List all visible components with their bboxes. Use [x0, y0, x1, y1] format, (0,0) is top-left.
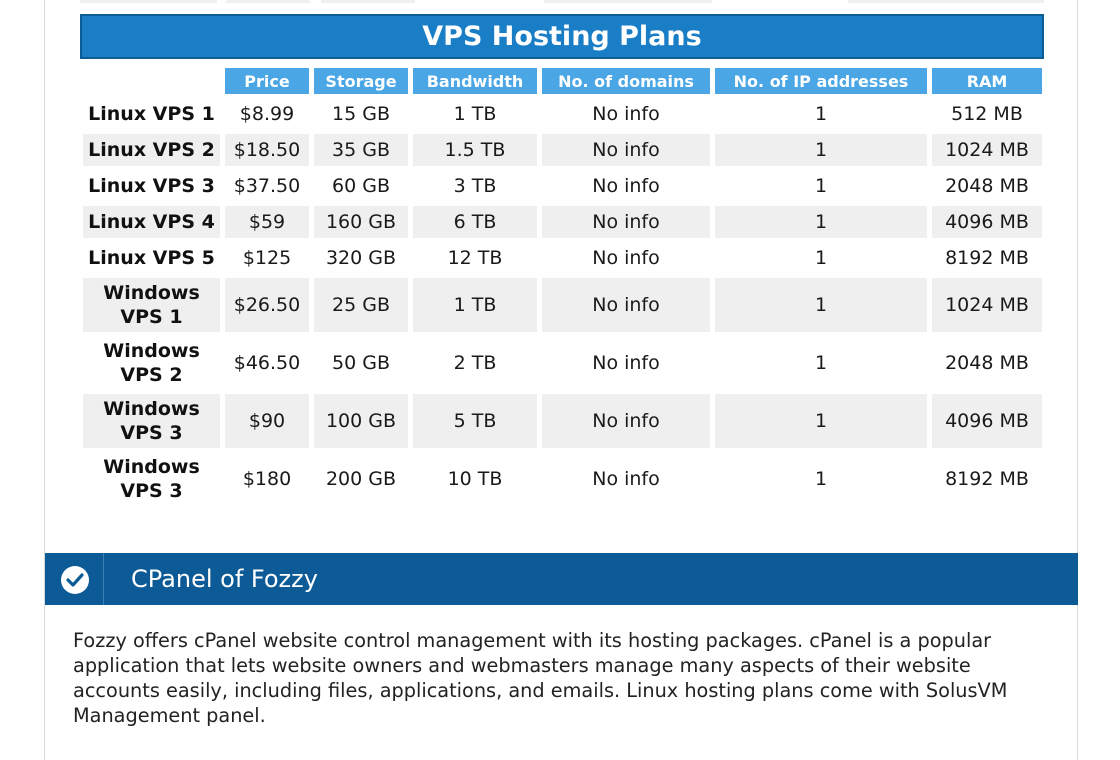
plan-ram: 4096 MB — [932, 206, 1042, 238]
plan-ram: 512 MB — [951, 103, 1023, 125]
plan-storage: 25 GB — [314, 278, 408, 332]
plan-bandwidth: 2 TB — [453, 352, 497, 374]
plan-ips: 1 — [814, 247, 828, 269]
plan-ram: 8192 MB — [945, 247, 1029, 269]
plan-price: $46.50 — [233, 352, 301, 374]
plan-name-line1: Windows — [103, 282, 200, 304]
header-blank — [83, 68, 220, 94]
plan-price: $26.50 — [225, 278, 309, 332]
plan-price: $90 — [225, 394, 309, 448]
plan-bandwidth: 3 TB — [453, 175, 497, 197]
header-ip-addresses: No. of IP addresses — [715, 68, 927, 94]
plan-name: Linux VPS 2 — [83, 134, 220, 166]
plan-name-line2: VPS 1 — [120, 306, 183, 328]
table-row: Linux VPS 4 $59 160 GB 6 TB No info 1 40… — [83, 206, 1042, 238]
plan-domains: No info — [542, 394, 710, 448]
header-storage: Storage — [314, 68, 408, 94]
plan-name-line1: Windows — [103, 456, 200, 478]
plan-ips: 1 — [814, 175, 828, 197]
plan-ram: 4096 MB — [932, 394, 1042, 448]
table-row: Linux VPS 5 $125 320 GB 12 TB No info 1 … — [83, 242, 1042, 274]
plan-ips: 1 — [715, 206, 927, 238]
plan-ips: 1 — [715, 278, 927, 332]
plan-name-line2: VPS 2 — [120, 364, 183, 386]
plan-name: Linux VPS 4 — [83, 206, 220, 238]
plan-name: Windows VPS 1 — [83, 278, 220, 332]
plan-ips: 1 — [814, 352, 828, 374]
plan-name-line2: VPS 3 — [120, 422, 183, 444]
plan-bandwidth: 1 TB — [453, 103, 497, 125]
section-title: VPS Hosting Plans — [80, 14, 1044, 59]
plan-domains: No info — [592, 103, 660, 125]
plan-ram: 8192 MB — [945, 468, 1029, 490]
plan-storage: 100 GB — [314, 394, 408, 448]
plan-ram: 1024 MB — [932, 134, 1042, 166]
plan-name: Windows VPS 3 — [83, 452, 220, 506]
plan-ram: 1024 MB — [932, 278, 1042, 332]
plan-bandwidth: 6 TB — [413, 206, 537, 238]
plan-domains: No info — [592, 175, 660, 197]
previous-table-edge — [80, 0, 1044, 4]
check-circle-icon — [61, 566, 89, 594]
plan-bandwidth: 12 TB — [447, 247, 503, 269]
plan-price: $37.50 — [233, 175, 301, 197]
table-row: Windows VPS 3 $180 200 GB 10 TB No info 1… — [83, 452, 1042, 506]
plan-storage: 160 GB — [314, 206, 408, 238]
header-ram: RAM — [932, 68, 1042, 94]
plan-price: $8.99 — [239, 103, 295, 125]
cpanel-description: Fozzy offers cPanel website control mana… — [73, 629, 1008, 727]
plan-storage: 60 GB — [332, 175, 390, 197]
check-icon-box — [45, 553, 104, 605]
table-row: Linux VPS 1 $8.99 15 GB 1 TB No info 1 5… — [83, 98, 1042, 130]
cpanel-section-header[interactable]: CPanel of Fozzy — [45, 553, 1078, 605]
table-row: Windows VPS 3 $90 100 GB 5 TB No info 1 4… — [83, 394, 1042, 448]
header-price: Price — [225, 68, 309, 94]
plan-name: Linux VPS 5 — [88, 247, 215, 269]
plan-ram: 2048 MB — [945, 352, 1029, 374]
plan-domains: No info — [542, 206, 710, 238]
plan-domains: No info — [542, 134, 710, 166]
table-header-row: Price Storage Bandwidth No. of domains N… — [83, 68, 1042, 94]
plan-domains: No info — [592, 352, 660, 374]
plan-ram: 2048 MB — [945, 175, 1029, 197]
plan-storage: 320 GB — [325, 247, 397, 269]
table-row: Windows VPS 1 $26.50 25 GB 1 TB No info 1… — [83, 278, 1042, 332]
plan-storage: 200 GB — [325, 468, 397, 490]
cpanel-section-title: CPanel of Fozzy — [131, 565, 318, 593]
plan-bandwidth: 10 TB — [447, 468, 503, 490]
plan-ips: 1 — [715, 134, 927, 166]
plan-storage: 35 GB — [314, 134, 408, 166]
table-row: Windows VPS 2 $46.50 50 GB 2 TB No info 1… — [83, 336, 1042, 390]
plan-storage: 50 GB — [332, 352, 390, 374]
plan-price: $180 — [242, 468, 292, 490]
table-row: Linux VPS 2 $18.50 35 GB 1.5 TB No info … — [83, 134, 1042, 166]
plan-name-line1: Windows — [103, 398, 200, 420]
plan-bandwidth: 5 TB — [413, 394, 537, 448]
plan-bandwidth: 1 TB — [413, 278, 537, 332]
header-bandwidth: Bandwidth — [413, 68, 537, 94]
plan-name: Windows VPS 2 — [83, 336, 220, 390]
plan-name: Linux VPS 1 — [88, 103, 215, 125]
header-domains: No. of domains — [542, 68, 710, 94]
plan-name: Linux VPS 3 — [88, 175, 215, 197]
plan-ips: 1 — [814, 103, 828, 125]
vps-plans-table: Price Storage Bandwidth No. of domains N… — [78, 64, 1047, 510]
plan-name-line2: VPS 3 — [120, 480, 183, 502]
plan-price: $59 — [225, 206, 309, 238]
plan-ips: 1 — [715, 394, 927, 448]
plan-domains: No info — [542, 278, 710, 332]
plan-name: Windows VPS 3 — [83, 394, 220, 448]
plan-domains: No info — [592, 468, 660, 490]
plan-name-line1: Windows — [103, 340, 200, 362]
plan-price: $125 — [242, 247, 292, 269]
plan-ips: 1 — [814, 468, 828, 490]
plan-price: $18.50 — [225, 134, 309, 166]
table-row: Linux VPS 3 $37.50 60 GB 3 TB No info 1 … — [83, 170, 1042, 202]
plan-storage: 15 GB — [332, 103, 390, 125]
plan-domains: No info — [592, 247, 660, 269]
plan-bandwidth: 1.5 TB — [413, 134, 537, 166]
content-card — [44, 0, 1078, 760]
